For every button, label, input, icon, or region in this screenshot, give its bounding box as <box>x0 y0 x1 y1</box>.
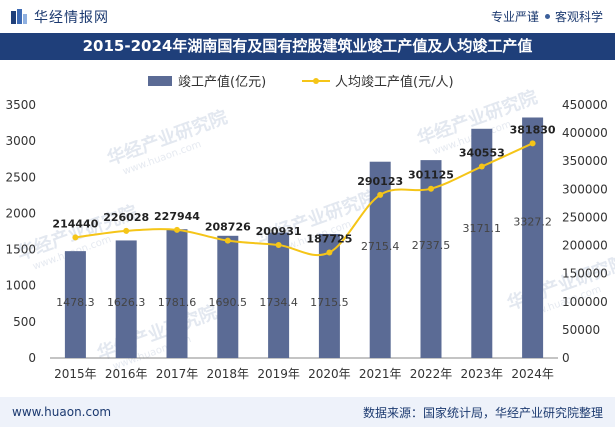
line-point <box>326 249 333 256</box>
y-left-tick-label: 500 <box>13 315 36 329</box>
legend-line-marker <box>313 78 319 84</box>
x-tick-label: 2015年 <box>54 367 97 381</box>
line-data-label: 200931 <box>256 225 302 238</box>
line-data-label: 226028 <box>103 211 149 224</box>
bar-data-label: 3171.1 <box>463 222 502 235</box>
line-point <box>123 227 130 234</box>
line-data-label: 227944 <box>154 210 200 223</box>
footer: www.huaon.com 数据来源：国家统计局，华经产业研究院整理 <box>0 397 615 427</box>
line-point <box>529 140 536 147</box>
line-data-label: 214440 <box>52 217 98 230</box>
bar <box>522 117 544 358</box>
data-source: 数据来源：国家统计局，华经产业研究院整理 <box>362 405 603 420</box>
y-right-tick-label: 400000 <box>562 126 608 140</box>
line-data-label: 381830 <box>510 123 556 136</box>
bar <box>166 229 188 358</box>
bar <box>318 233 340 358</box>
bar-data-label: 1781.6 <box>158 296 197 309</box>
y-right-tick-label: 350000 <box>562 154 608 168</box>
bar-data-label: 1626.3 <box>107 296 146 309</box>
x-tick-label: 2024年 <box>511 367 554 381</box>
bar <box>115 240 137 358</box>
bar <box>268 232 290 358</box>
x-tick-label: 2022年 <box>410 367 453 381</box>
y-right-tick-label: 250000 <box>562 210 608 224</box>
header-tags: 专业严谨 客观科学 <box>491 8 603 25</box>
bar-data-label: 3327.2 <box>513 216 552 229</box>
tag-objective: 客观科学 <box>554 10 603 24</box>
footer-url[interactable]: www.huaon.com <box>12 405 112 419</box>
x-tick-label: 2021年 <box>359 367 402 381</box>
bar-data-label: 1690.5 <box>209 296 248 309</box>
line-data-label: 290123 <box>357 175 403 188</box>
line-point <box>224 237 231 244</box>
line-data-label: 340553 <box>459 147 505 160</box>
y-left-tick-label: 1500 <box>5 243 36 257</box>
line-data-label: 301125 <box>408 169 454 182</box>
y-left-tick-label: 3000 <box>5 134 36 148</box>
line-point <box>174 226 180 233</box>
y-left-tick-label: 3500 <box>5 98 36 112</box>
line-point <box>478 163 485 170</box>
chart-title: 2015-2024年湖南国有及国有控股建筑业竣工产值及人均竣工产值 <box>0 33 615 60</box>
brand: 华经情报网 <box>10 7 109 27</box>
line-point <box>72 234 79 241</box>
bar <box>217 235 239 358</box>
huajing-logo-icon <box>11 8 27 24</box>
brand-name: 华经情报网 <box>34 9 109 26</box>
x-tick-label: 2019年 <box>257 367 300 381</box>
line-data-label: 208726 <box>205 221 251 234</box>
line-point <box>377 191 384 198</box>
tag-dot-icon <box>544 14 550 19</box>
x-tick-label: 2018年 <box>207 367 250 381</box>
y-right-tick-label: 450000 <box>562 98 608 112</box>
y-right-tick-label: 200000 <box>562 239 608 253</box>
chart-area: 华经产业研究院www.huaon.com华经产业研究院www.huaon.com… <box>5 74 615 381</box>
legend-line-label: 人均竣工产值(元/人) <box>335 74 454 90</box>
bar-data-label: 1478.3 <box>56 296 95 309</box>
tag-professional: 专业严谨 <box>490 10 539 24</box>
bar-data-label: 1734.4 <box>259 296 298 309</box>
y-right-tick-label: 50000 <box>562 323 600 337</box>
line-data-label: 187725 <box>306 232 352 245</box>
line-point <box>275 242 282 249</box>
y-left-tick-label: 1000 <box>5 279 36 293</box>
legend-bar-label: 竣工产值(亿元) <box>178 74 266 90</box>
x-tick-label: 2017年 <box>156 367 199 381</box>
y-left-tick-label: 2000 <box>5 206 36 220</box>
bar-data-label: 2737.5 <box>412 239 451 252</box>
bar <box>64 251 86 358</box>
line-point <box>428 185 434 192</box>
legend-bar-swatch <box>148 76 172 86</box>
y-left-tick-label: 0 <box>28 351 36 365</box>
y-right-tick-label: 0 <box>562 351 570 365</box>
bar <box>471 128 493 358</box>
x-tick-label: 2016年 <box>105 367 148 381</box>
series-line-per-capita <box>75 142 534 257</box>
top-bar: 华经情报网 专业严谨 客观科学 <box>0 0 615 33</box>
x-tick-label: 2023年 <box>461 367 504 381</box>
x-tick-label: 2020年 <box>308 367 351 381</box>
bar-data-label: 2715.4 <box>361 240 400 253</box>
y-right-tick-label: 100000 <box>562 295 608 309</box>
bar <box>369 161 391 358</box>
bar <box>420 160 442 358</box>
y-right-tick-label: 150000 <box>562 267 608 281</box>
y-right-tick-label: 300000 <box>562 182 608 196</box>
y-left-tick-label: 2500 <box>5 170 36 184</box>
bar-data-label: 1715.5 <box>310 296 349 309</box>
